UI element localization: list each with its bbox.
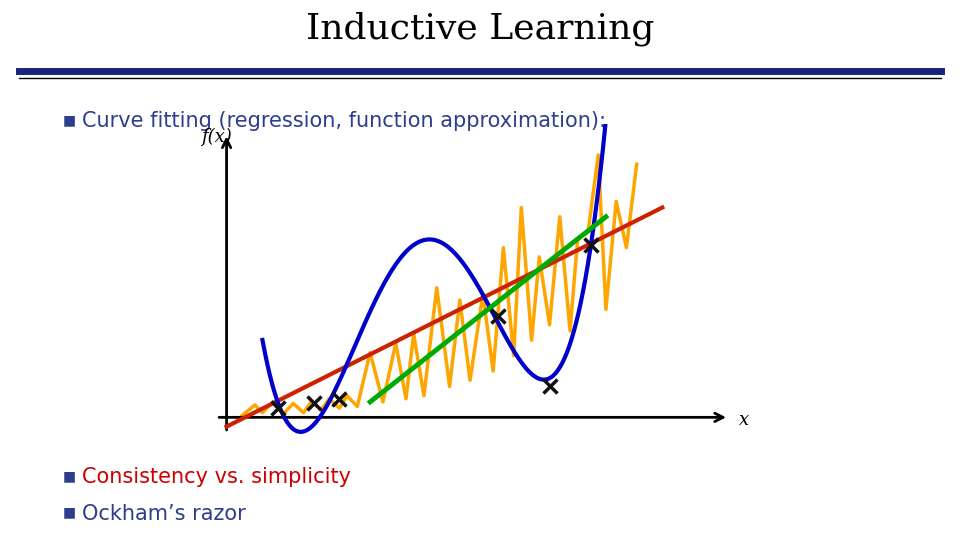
Text: ■: ■ bbox=[62, 113, 76, 127]
Text: Inductive Learning: Inductive Learning bbox=[306, 11, 654, 45]
Text: Ockham’s razor: Ockham’s razor bbox=[82, 504, 246, 524]
Text: x: x bbox=[739, 411, 750, 429]
Text: ■: ■ bbox=[62, 505, 76, 519]
Text: f(x): f(x) bbox=[201, 127, 231, 146]
Text: Curve fitting (regression, function approximation):: Curve fitting (regression, function appr… bbox=[82, 111, 606, 131]
Text: ■: ■ bbox=[62, 469, 76, 483]
Text: Consistency vs. simplicity: Consistency vs. simplicity bbox=[82, 468, 350, 488]
